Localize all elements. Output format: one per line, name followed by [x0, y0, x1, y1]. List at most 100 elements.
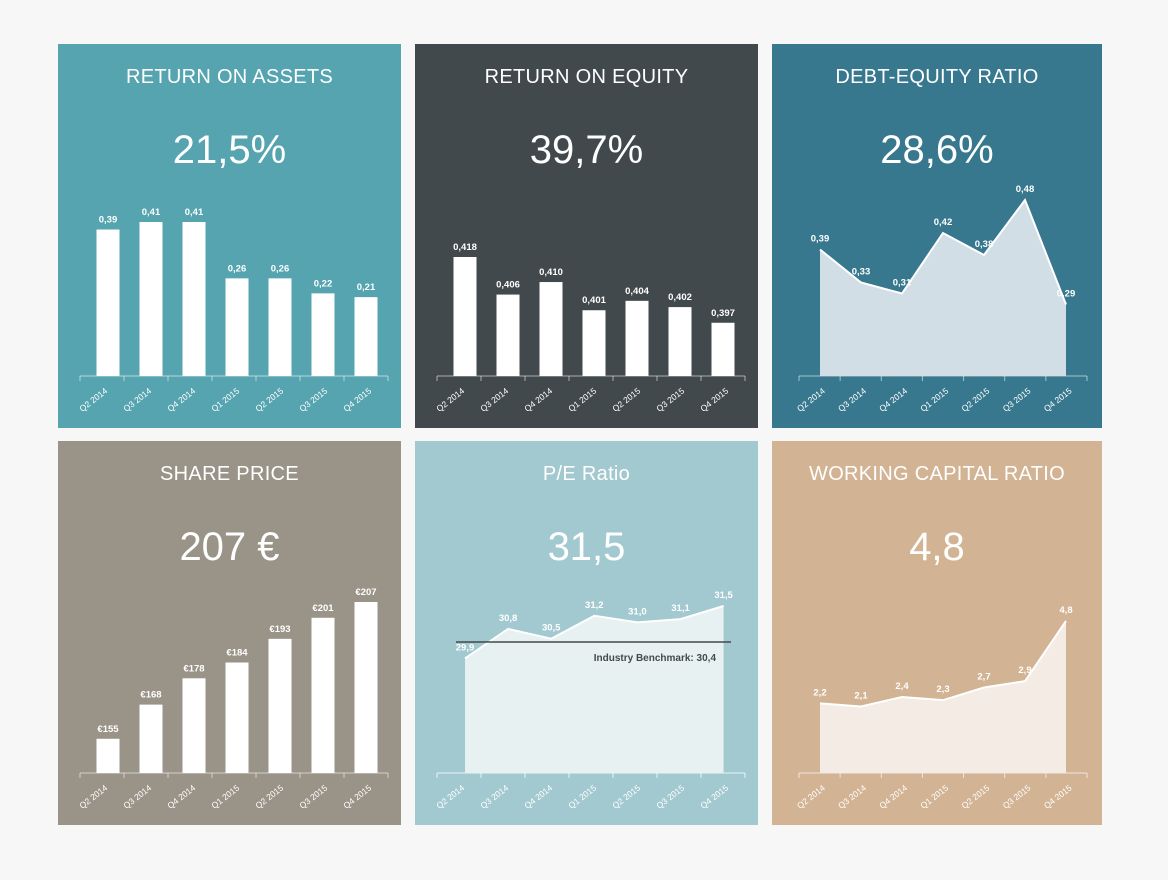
x-tick-label: Q2 2014	[77, 386, 109, 414]
bar	[711, 322, 735, 376]
x-tick-label: Q2 2015	[610, 783, 642, 811]
x-tick-label: Q3 2015	[297, 783, 329, 811]
series-line	[819, 620, 1067, 708]
data-label: 0,22	[314, 278, 333, 289]
x-tick-label: Q3 2014	[836, 386, 868, 414]
panel-title: P/E Ratio	[542, 463, 631, 485]
share-price-chart: €155 €168 €178 €184 €193 €201 €207 Q2 2014 Q3 20…	[77, 587, 389, 811]
x-tick-label: Q2 2014	[77, 783, 109, 811]
data-label: €178	[183, 663, 204, 674]
x-tick-label: Q4 2015	[341, 386, 373, 414]
debt-equity-ratio-panel: DEBT-EQUITY RATIO 28,6% 0,39 0,33 0,31 0,42…	[772, 44, 1102, 428]
bar	[354, 297, 378, 376]
x-tick-label: Q4 2015	[1042, 386, 1074, 414]
bar	[96, 229, 120, 376]
data-label: 4,8	[1059, 605, 1072, 616]
bar	[582, 310, 606, 376]
bar	[96, 738, 120, 773]
kpi-value: 4,8	[909, 525, 965, 569]
data-label: 0,26	[271, 263, 290, 274]
panel-title: DEBT-EQUITY RATIO	[835, 66, 1039, 88]
data-label: 0,21	[357, 282, 376, 293]
return-on-assets-panel: RETURN ON ASSETS 21,5% 0,39 0,41 0,41 0,26 0…	[58, 44, 401, 428]
data-label: 2,7	[977, 672, 990, 683]
x-tick-label: Q4 2014	[877, 386, 909, 414]
bar	[354, 602, 378, 773]
x-tick-label: Q3 2014	[121, 386, 153, 414]
data-label: 29,9	[456, 642, 475, 653]
return-on-equity-chart: 0,418 0,406 0,410 0,401 0,404 0,402 0,397 Q2 20…	[434, 242, 746, 414]
x-tick-label: Q4 2014	[165, 783, 197, 811]
data-label: 2,4	[895, 681, 909, 692]
kpi-value: 207 €	[179, 525, 280, 569]
panel-title: WORKING CAPITAL RATIO	[809, 463, 1065, 485]
x-tick-label: Q3 2014	[478, 783, 510, 811]
working-capital-ratio-panel: WORKING CAPITAL RATIO 4,8 2,2 2,1 2,4 2,3 2,…	[772, 441, 1102, 825]
bar	[182, 678, 206, 773]
x-tick-label: Q3 2014	[121, 783, 153, 811]
data-label: 30,5	[542, 623, 561, 634]
benchmark-label: Industry Benchmark: 30,4	[594, 653, 717, 664]
x-tick-label: Q2 2015	[253, 783, 285, 811]
data-label: €184	[226, 648, 248, 659]
data-label: 0,41	[142, 207, 161, 218]
bar	[139, 704, 163, 773]
data-label: 0,418	[453, 242, 477, 253]
kpi-value: 21,5%	[172, 128, 287, 172]
x-tick-label: Q4 2014	[877, 783, 909, 811]
data-label: 0,404	[625, 286, 649, 297]
data-label: 0,42	[934, 217, 953, 228]
data-label: €201	[312, 603, 334, 614]
series-line	[819, 197, 1067, 305]
data-label: 0,401	[582, 295, 606, 306]
x-tick-label: Q2 2014	[795, 783, 827, 811]
bar	[311, 617, 335, 773]
bar	[453, 257, 477, 376]
bar	[268, 638, 292, 773]
x-tick-label: Q3 2015	[297, 386, 329, 414]
working-capital-ratio-chart: 2,2 2,1 2,4 2,3 2,7 2,9 4,8 Q2 2014 Q3 2014 Q4 20…	[795, 605, 1088, 811]
data-label: 31,2	[585, 600, 604, 611]
data-label: €155	[97, 724, 119, 735]
x-tick-label: Q4 2015	[698, 783, 730, 811]
bar	[225, 278, 249, 376]
panel-title: SHARE PRICE	[160, 463, 299, 485]
data-label: 0,406	[496, 280, 520, 291]
pe-ratio-chart: 29,9 30,8 30,5 31,2 31,0 31,1 31,5 Industry Ben…	[434, 590, 746, 811]
area-fill	[820, 621, 1066, 773]
x-tick-label: Q1 2015	[918, 386, 950, 414]
x-tick-label: Q2 2014	[795, 386, 827, 414]
data-label: 0,39	[811, 234, 830, 245]
x-tick-label: Q1 2015	[918, 783, 950, 811]
data-label: €207	[355, 587, 376, 598]
data-label: 0,33	[852, 267, 871, 278]
bar	[225, 662, 249, 773]
pe-ratio-panel: P/E Ratio 31,5 29,9 30,8 30,5 31,2 31,0 31,1 3…	[415, 441, 758, 825]
data-label: 30,8	[499, 613, 517, 624]
data-label: 0,29	[1057, 289, 1076, 300]
data-label: 0,48	[1016, 184, 1035, 195]
x-tick-label: Q2 2015	[253, 386, 285, 414]
x-tick-label: Q2 2014	[434, 386, 466, 414]
data-label: 31,0	[628, 606, 647, 617]
kpi-value: 28,6%	[880, 128, 994, 172]
x-tick-label: Q4 2015	[698, 386, 730, 414]
data-label: 2,3	[936, 684, 949, 695]
panel-title: RETURN ON EQUITY	[484, 66, 689, 88]
x-tick-label: Q1 2015	[209, 783, 241, 811]
area-fill	[820, 200, 1066, 376]
data-label: 0,402	[668, 292, 692, 303]
bar	[268, 278, 292, 376]
data-label: 31,5	[714, 590, 733, 601]
x-tick-label: Q4 2014	[522, 783, 554, 811]
panel-title: RETURN ON ASSETS	[125, 66, 334, 88]
data-label: 0,397	[711, 308, 735, 319]
x-tick-label: Q3 2014	[478, 386, 510, 414]
x-tick-label: Q1 2015	[566, 386, 598, 414]
x-tick-label: Q2 2015	[610, 386, 642, 414]
series-line	[464, 605, 724, 660]
return-on-equity-panel: RETURN ON EQUITY 39,7% 0,418 0,406 0,410 0,…	[415, 44, 758, 428]
bar	[311, 293, 335, 376]
bar	[182, 222, 206, 376]
bar	[668, 307, 692, 376]
